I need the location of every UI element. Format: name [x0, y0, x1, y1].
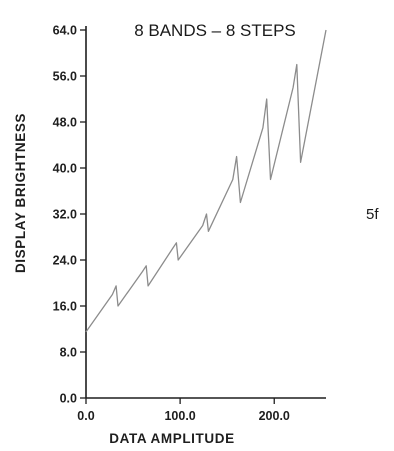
y-axis-title: DISPLAY BRIGHTNESS — [13, 113, 28, 273]
x-tick-label: 100.0 — [164, 409, 195, 423]
y-tick-label: 64.0 — [53, 24, 77, 38]
series-line — [85, 29, 327, 333]
x-tick-label: 0.0 — [77, 409, 94, 423]
y-tick-label: 24.0 — [53, 254, 77, 268]
x-axis-title: DATA AMPLITUDE — [109, 431, 234, 446]
x-tick-label: 200.0 — [259, 409, 290, 423]
y-tick-label: 32.0 — [53, 208, 77, 222]
y-tick-label: 8.0 — [60, 346, 77, 360]
y-tick-label: 56.0 — [53, 70, 77, 84]
y-tick-label: 40.0 — [53, 162, 77, 176]
panel-label: 5f — [366, 206, 379, 223]
plot-area: 0.0 8.0 16.0 24.0 32.0 40.0 48.0 56.0 64.0 0.0 100… — [53, 24, 327, 423]
y-tick-label: 0.0 — [60, 392, 77, 406]
y-tick-label: 48.0 — [53, 116, 77, 130]
y-tick-label: 16.0 — [53, 300, 77, 314]
chart-title: 8 BANDS – 8 STEPS — [134, 21, 296, 40]
